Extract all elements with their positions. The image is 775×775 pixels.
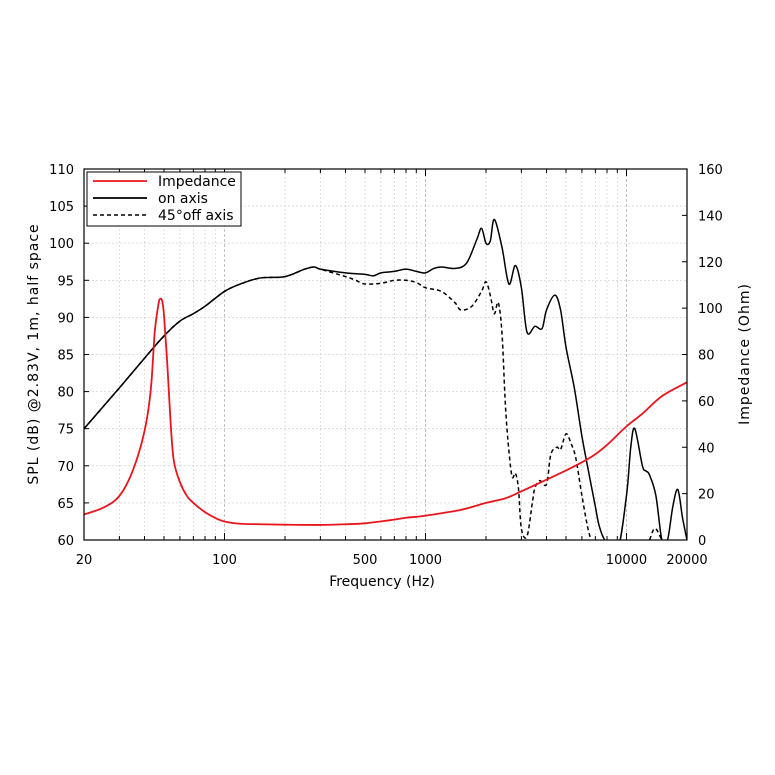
minor-gridlines [119,169,618,540]
x-tick-labels: 20 100 500 1000 10000 20000 [76,553,708,568]
y2-axis-label: Impedance (Ohm) [737,283,753,425]
y2-tick-label: 60 [698,395,715,410]
impedance-curve [84,297,687,526]
y-tick-label: 65 [57,497,74,512]
x-tick-label: 10000 [606,553,647,568]
y2-tick-label: 20 [698,488,715,503]
y2-tick-label: 80 [698,349,715,364]
legend-label-on-axis: on axis [158,191,208,207]
y-tick-label: 80 [57,386,74,401]
y-tick-label: 70 [57,460,74,475]
y2-tick-label: 160 [698,163,723,178]
x-tick-label: 100 [212,553,237,568]
tick-marks [83,168,688,541]
x-tick-label: 500 [353,553,378,568]
y2-tick-label: 120 [698,256,723,271]
y2-tick-labels: 0 20 40 60 80 100 120 140 160 [698,163,723,549]
legend: Impedance on axis 45°off axis [86,171,242,227]
y-tick-label: 75 [57,423,74,438]
x-tick-label: 20 [76,553,93,568]
legend-label-impedance: Impedance [158,174,236,190]
x-tick-label: 20000 [666,553,707,568]
y-tick-label: 60 [57,534,74,549]
y2-tick-label: 100 [698,302,723,317]
y-tick-label: 100 [49,237,74,252]
y-tick-label: 90 [57,311,74,326]
legend-label-45-off-axis: 45°off axis [158,208,234,224]
y-tick-label: 85 [57,349,74,364]
x-axis-label: Frequency (Hz) [329,574,435,590]
y-tick-labels: 60 65 70 75 80 85 90 95 100 105 110 [49,163,74,549]
y-axis-label: SPL (dB) @2.83V, 1m, half space [26,223,42,484]
x-tick-label: 1000 [409,553,442,568]
y-tick-label: 95 [57,274,74,289]
off-axis-45-curve [84,266,663,540]
y2-tick-label: 40 [698,441,715,456]
y-tick-label: 110 [49,163,74,178]
plot-curves [84,218,687,540]
y2-tick-label: 140 [698,209,723,224]
y2-tick-label: 0 [698,534,706,549]
y-tick-label: 105 [49,200,74,215]
